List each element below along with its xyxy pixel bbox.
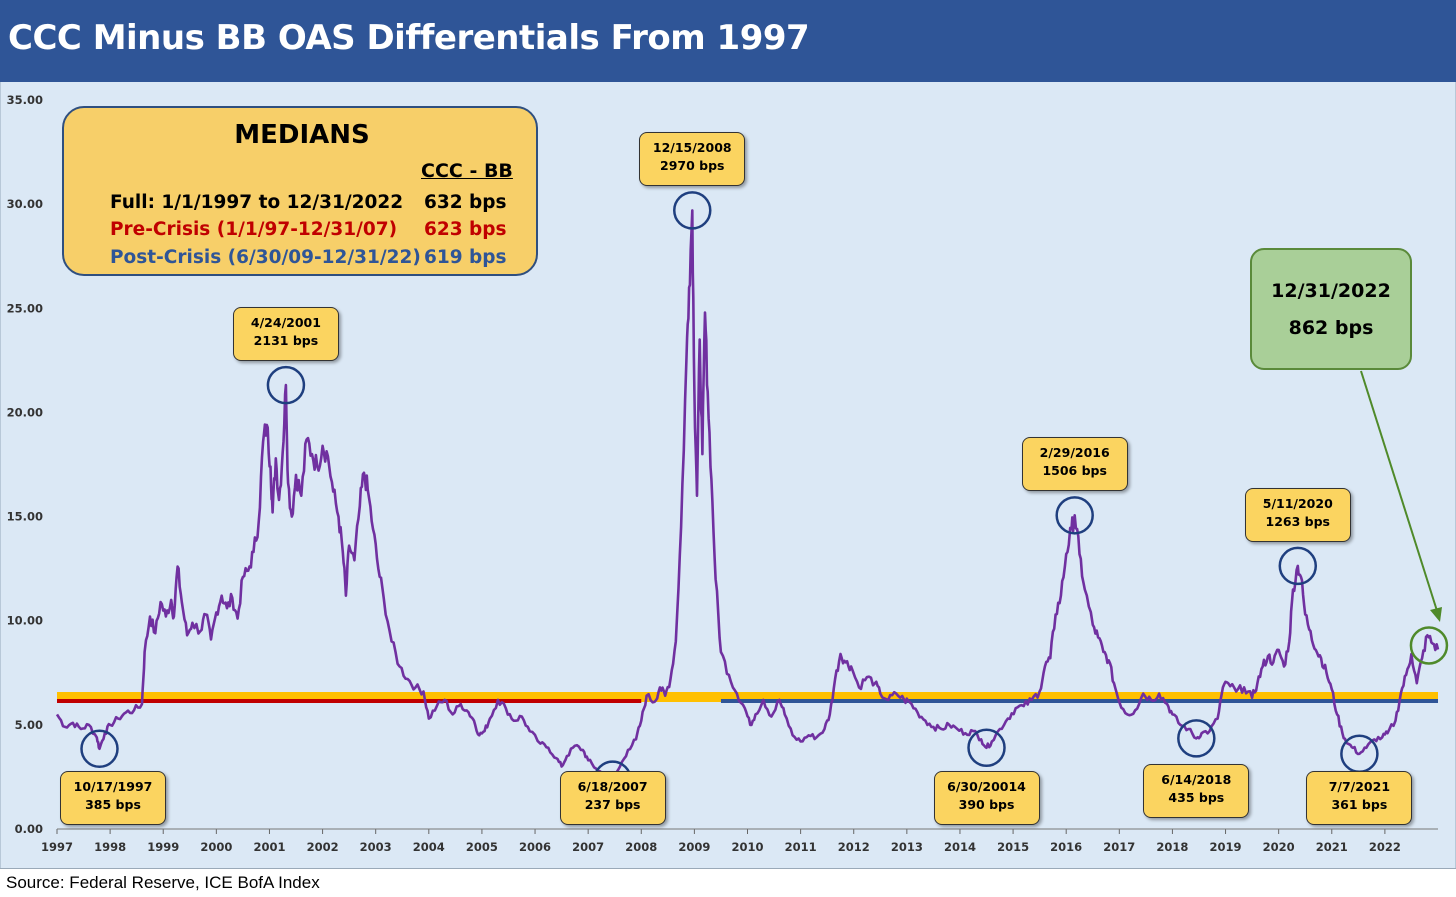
annotation-text: 2131 bps	[253, 333, 319, 349]
annotation-text: 1263 bps	[1265, 513, 1330, 529]
y-tick-label: 35.00	[7, 93, 43, 107]
x-tick-label: 2011	[785, 840, 817, 854]
annotation-text: 12/15/2008	[652, 140, 732, 156]
medians-box: MEDIANS CCC - BB Full: 1/1/1997 to 12/31…	[62, 106, 538, 276]
annotation-text: 237 bps	[584, 797, 641, 812]
annotation-box: 6/30/20014 390 bps	[933, 771, 1040, 825]
annotation-box: 2/29/2016 1506 bps	[1021, 437, 1128, 492]
x-tick-label: 2010	[731, 840, 763, 854]
annotation-text: 390 bps	[958, 797, 1015, 812]
header-bar: CCC Minus BB OAS Differentials From 1997	[0, 0, 1456, 82]
x-tick-label: 2018	[1156, 840, 1188, 854]
annotation-box: 7/7/2021 361 bps	[1306, 771, 1413, 825]
x-tick-label: 2015	[997, 840, 1029, 854]
annotation-text: 2970 bps	[660, 158, 725, 174]
annotation-circle	[80, 729, 119, 769]
annotation-text: 385 bps	[85, 797, 141, 812]
x-tick-label: 1999	[147, 840, 179, 854]
x-tick-label: 2017	[1103, 840, 1135, 854]
x-tick-label: 1997	[41, 840, 73, 854]
median-post-crisis-value: 619 bps	[424, 247, 507, 268]
x-tick-label: 2021	[1316, 840, 1348, 854]
annotation-circle	[1055, 496, 1094, 535]
y-tick-label: 15.00	[7, 510, 43, 524]
annotation-text: 2/29/2016	[1039, 445, 1110, 461]
x-tick-label: 2014	[944, 840, 976, 854]
latest-arrow-head	[1430, 607, 1442, 622]
x-tick-label: 2013	[891, 840, 923, 854]
medians-column-header: CCC - BB	[421, 160, 513, 182]
x-tick-label: 2001	[253, 840, 285, 854]
median-pre-crisis-value: 623 bps	[424, 219, 507, 240]
annotation-circle	[673, 191, 712, 230]
annotation-text: 6/14/2018	[1161, 772, 1232, 788]
annotation-circle	[967, 728, 1006, 768]
annotation-box: 6/18/2007 237 bps	[559, 771, 666, 825]
chart-title: CCC Minus BB OAS Differentials From 1997	[8, 18, 810, 58]
annotation-text: 6/30/20014	[947, 779, 1026, 794]
annotation-box: 12/15/2008 2970 bps	[639, 132, 746, 187]
annotation-text: 7/7/2021	[1328, 779, 1391, 794]
latest-date: 12/31/2022	[1271, 280, 1391, 302]
latest-point-circle	[1409, 626, 1449, 665]
annotation-text: 361 bps	[1331, 797, 1388, 812]
x-tick-label: 2019	[1210, 840, 1242, 854]
x-tick-label: 2007	[572, 840, 604, 854]
x-tick-label: 2020	[1263, 840, 1295, 854]
annotation-box: 6/14/2018 435 bps	[1143, 764, 1250, 819]
x-tick-label: 2006	[519, 840, 551, 854]
x-tick-label: 2004	[413, 840, 445, 854]
latest-value-box: 12/31/2022 862 bps	[1250, 248, 1412, 370]
x-tick-label: 2000	[200, 840, 232, 854]
x-tick-label: 2005	[466, 840, 498, 854]
median-pre-crisis-label: Pre-Crisis (1/1/97-12/31/07)	[110, 219, 398, 240]
x-tick-label: 2009	[678, 840, 710, 854]
footer-divider	[0, 868, 1456, 869]
y-tick-label: 5.00	[15, 718, 43, 732]
x-tick-label: 2002	[307, 840, 339, 854]
x-tick-label: 2003	[360, 840, 392, 854]
y-tick-label: 10.00	[7, 614, 43, 628]
annotation-text: 6/18/2007	[577, 779, 648, 794]
y-tick-label: 20.00	[7, 405, 43, 419]
latest-value: 862 bps	[1288, 317, 1374, 339]
annotation-text: 4/24/2001	[250, 315, 321, 331]
x-tick-label: 2008	[625, 840, 657, 854]
median-full-value: 632 bps	[424, 192, 507, 213]
annotation-text: 1506 bps	[1042, 463, 1107, 479]
annotation-text: 435 bps	[1168, 790, 1225, 806]
source-note: Source: Federal Reserve, ICE BofA Index	[6, 873, 320, 892]
annotation-box: 10/17/1997 385 bps	[60, 771, 166, 825]
x-tick-label: 2012	[838, 840, 870, 854]
x-tick-label: 2022	[1369, 840, 1401, 854]
latest-arrow-line	[1360, 370, 1439, 615]
median-post-crisis-label: Post-Crisis (6/30/09-12/31/22)	[110, 247, 421, 268]
annotation-text: 5/11/2020	[1262, 495, 1333, 511]
median-full-label: Full: 1/1/1997 to 12/31/2022	[110, 192, 404, 213]
annotation-circle	[1177, 719, 1216, 758]
annotation-box: 5/11/2020 1263 bps	[1244, 487, 1351, 542]
annotation-circle	[1278, 546, 1318, 586]
annotation-text: 10/17/1997	[73, 779, 153, 794]
x-tick-label: 1998	[94, 840, 126, 854]
annotation-box: 4/24/2001 2131 bps	[232, 307, 339, 362]
medians-title: MEDIANS	[234, 120, 370, 150]
y-tick-label: 0.00	[15, 822, 43, 836]
x-tick-label: 2016	[1050, 840, 1082, 854]
y-tick-label: 30.00	[7, 197, 43, 211]
y-tick-label: 25.00	[7, 301, 43, 315]
series-line-ccc-bb	[55, 209, 1440, 781]
annotation-circle	[266, 365, 306, 405]
